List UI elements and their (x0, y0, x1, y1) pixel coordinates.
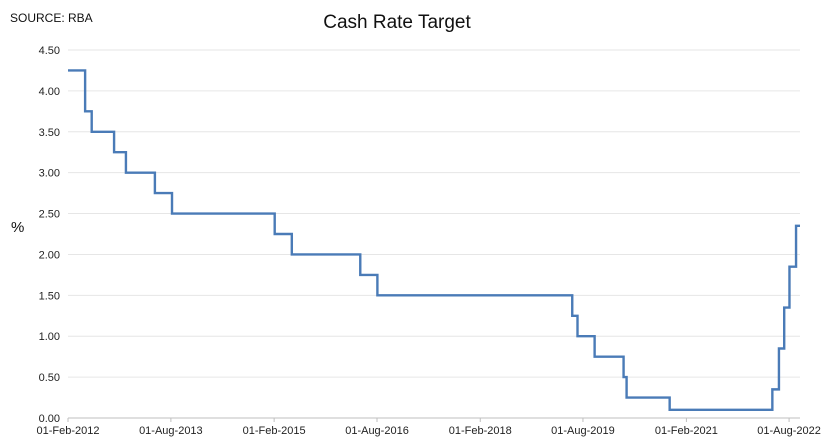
x-axis-ticks: 01-Feb-2012 01-Aug-2013 01-Feb-2015 01-Aug-… (37, 418, 821, 437)
y-tick-label: 1.00 (39, 331, 60, 343)
y-axis-label: % (11, 219, 25, 236)
x-tick-label: 01-Feb-2012 (37, 425, 100, 437)
y-tick-label: 0.00 (39, 413, 60, 425)
y-tick-label: 3.00 (39, 168, 60, 180)
y-tick-label: 2.50 (39, 209, 60, 221)
y-axis-ticks: 0.00 0.50 1.00 1.50 2.00 2.50 3.00 3.50 4.00 4.50 (39, 45, 60, 425)
series-group (68, 69, 800, 412)
cash-rate-series-line (68, 69, 800, 412)
x-tick-label: 01-Aug-2019 (551, 425, 615, 437)
x-tick-label: 01-Feb-2021 (655, 425, 718, 437)
y-tick-label: 4.50 (39, 45, 60, 57)
y-tick-label: 4.00 (39, 86, 60, 98)
y-tick-label: 2.00 (39, 249, 60, 261)
gridlines (68, 49, 800, 378)
x-tick-label: 01-Feb-2018 (449, 425, 512, 437)
chart-title: Cash Rate Target (323, 12, 471, 33)
x-tick-label: 01-Aug-2022 (757, 425, 821, 437)
y-tick-label: 1.50 (39, 290, 60, 302)
y-tick-label: 0.50 (39, 372, 60, 384)
x-tick-label: 01-Aug-2013 (139, 425, 203, 437)
y-tick-label: 3.50 (39, 127, 60, 139)
x-tick-label: 01-Feb-2015 (243, 425, 306, 437)
x-tick-label: 01-Aug-2016 (345, 425, 409, 437)
source-label: SOURCE: RBA (10, 11, 93, 25)
